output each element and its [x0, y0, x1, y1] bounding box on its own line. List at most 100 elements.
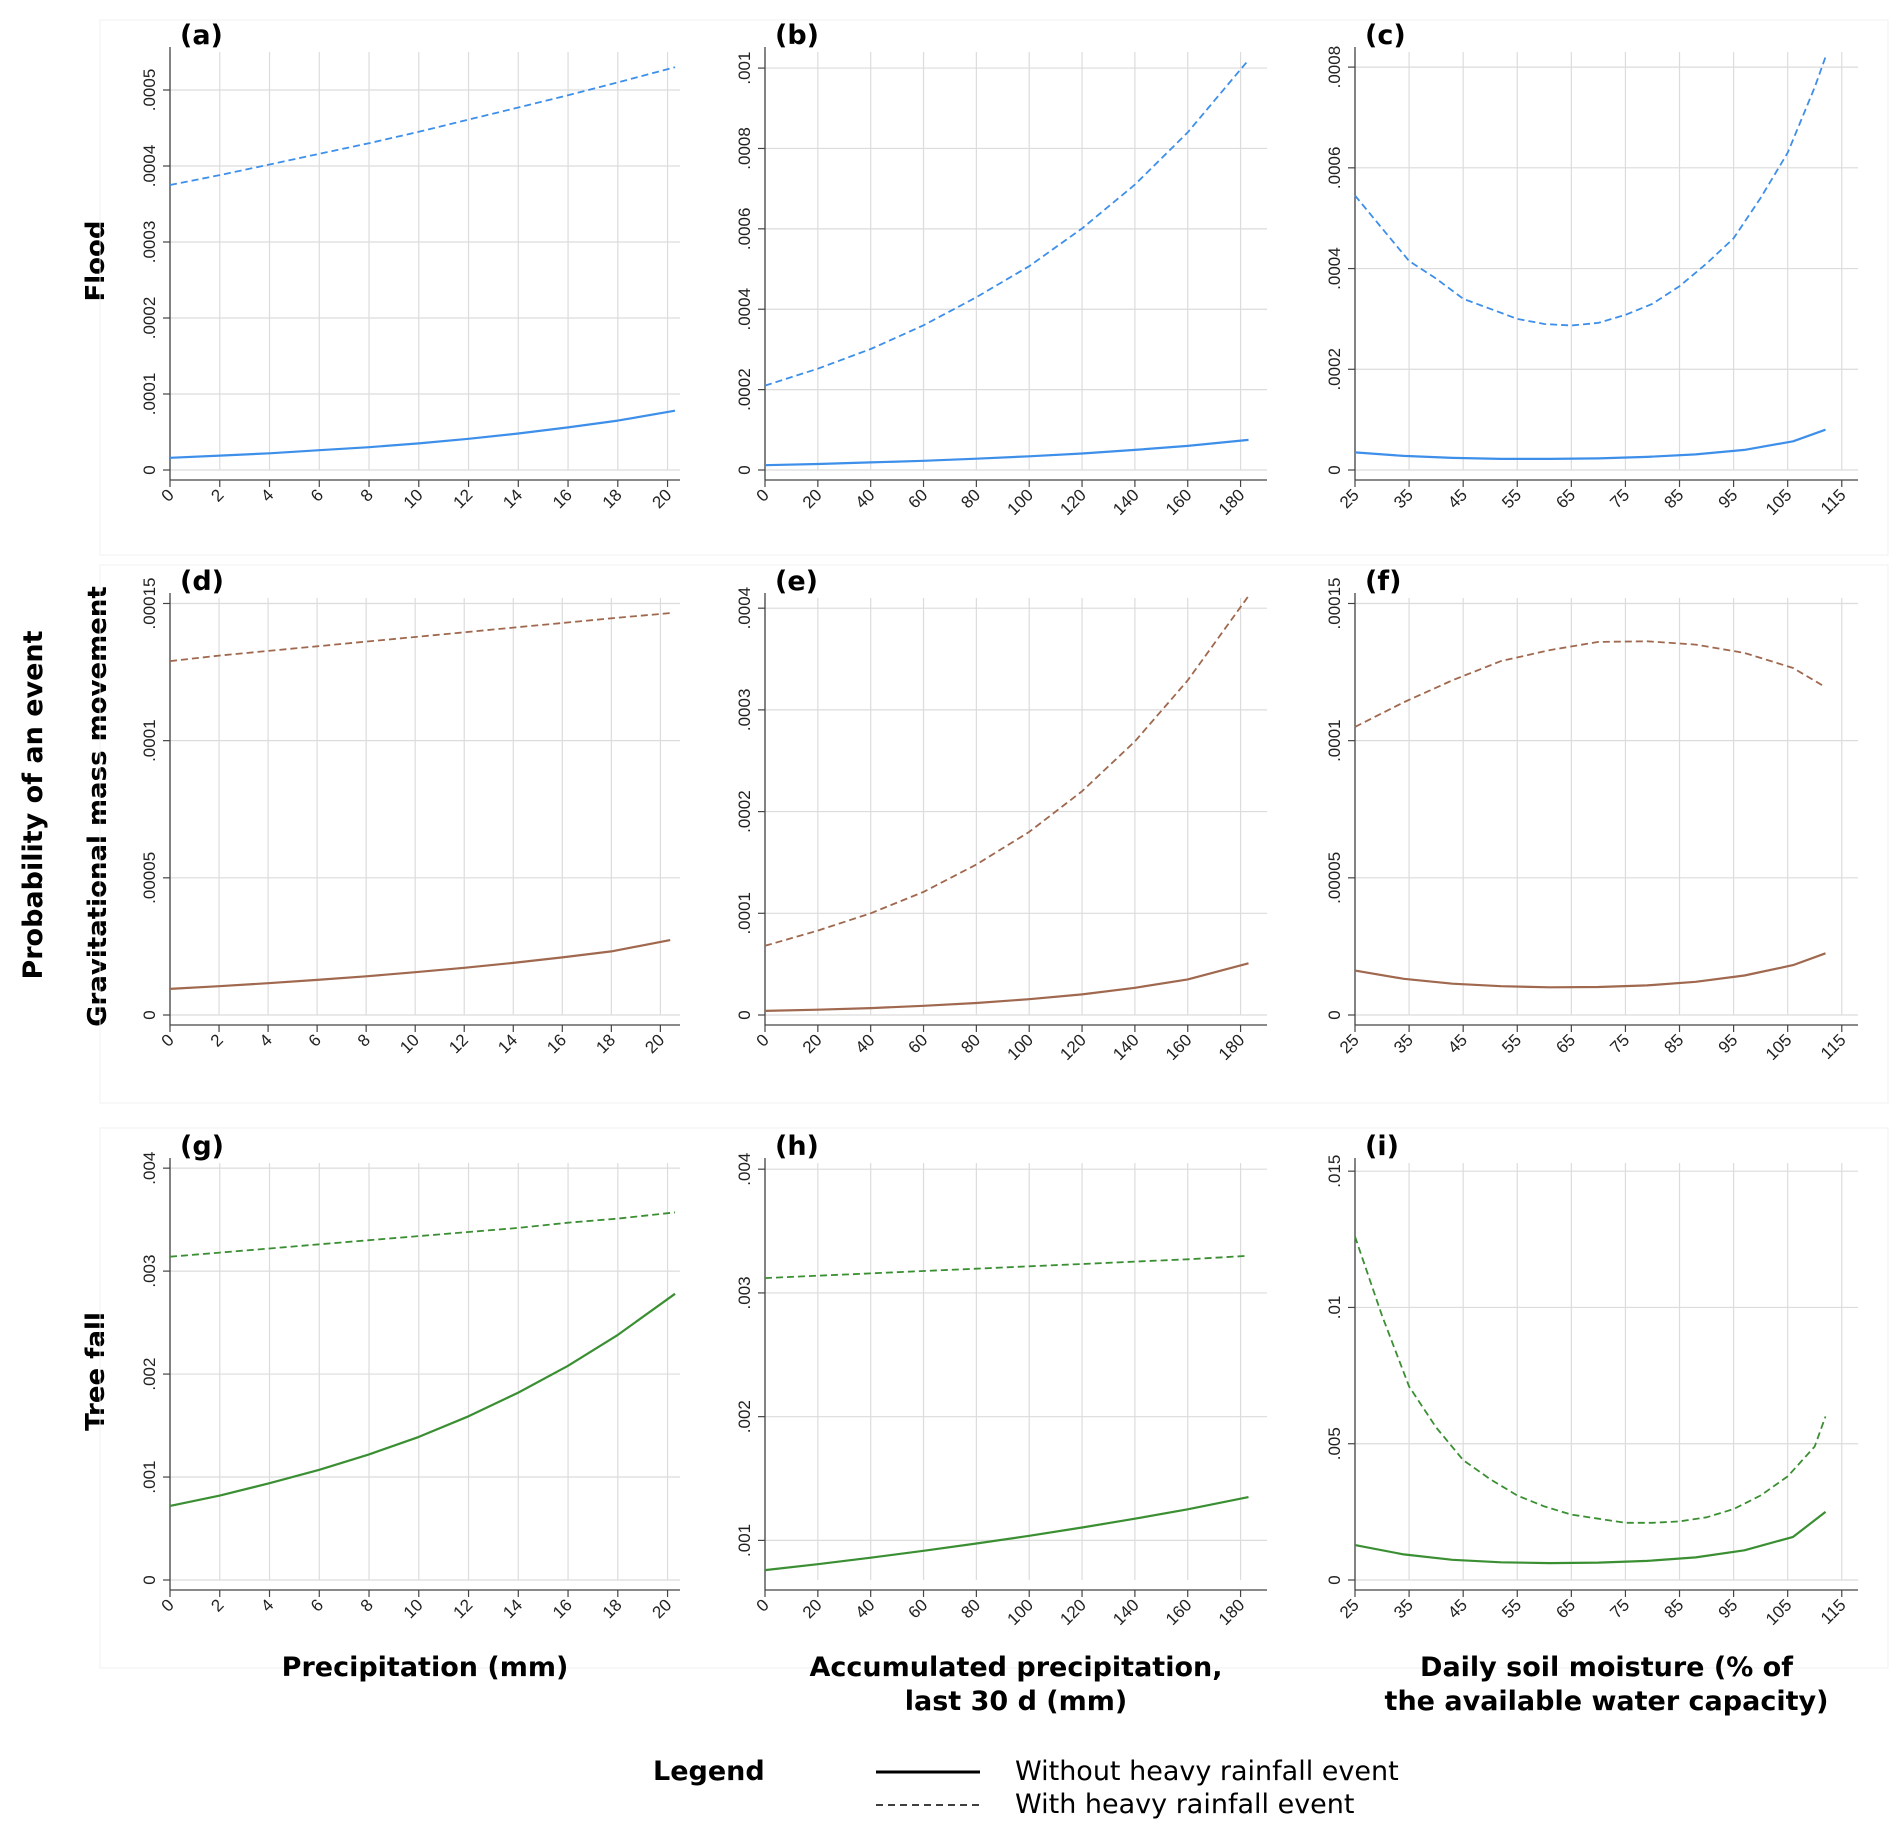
x-tick-label: 25 — [1336, 1030, 1363, 1057]
panel-a: (a) 0 2 4 6 8 10 12 14 16 18 20 0 .0001 .0002 .0003 .000… — [140, 20, 680, 512]
series-line-without-heavy-rainfall — [169, 1292, 676, 1507]
x-tick-label: 6 — [305, 1030, 325, 1050]
x-tick-label: 35 — [1390, 1595, 1417, 1622]
y-tick-label: .01 — [1325, 1296, 1344, 1320]
panel-h: (h) 0 20 40 60 80 100 120 140 160 180 .001 .002 .003.… — [735, 1131, 1267, 1629]
x-tick-label: 75 — [1606, 1030, 1633, 1057]
x-tick-label: 65 — [1552, 1030, 1579, 1057]
panel-b: (b) 0 20 40 60 80 100 120 140 160 180 0 .0002 .0004 .0… — [735, 20, 1267, 519]
x-tick-label: 0 — [158, 1030, 178, 1050]
y-tick-label: 0 — [735, 1010, 754, 1019]
x-tick-label: 20 — [799, 485, 826, 512]
series-line-without-heavy-rainfall — [764, 1496, 1249, 1572]
x-tick-label: 180 — [1215, 1595, 1248, 1628]
y-tick-label: .00015 — [1325, 577, 1344, 629]
x-tick-label: 85 — [1661, 1595, 1688, 1622]
panel-label-d: (d) — [180, 566, 224, 597]
y-tick-label: .0004 — [735, 587, 754, 630]
y-tick-label: .0008 — [735, 127, 754, 170]
y-tick-label: 0 — [1325, 1010, 1344, 1019]
x-tick-label: 20 — [799, 1595, 826, 1622]
x-tick-label: 105 — [1762, 1030, 1795, 1063]
y-tick-label: .001 — [735, 1524, 754, 1557]
y-tick-label: .0004 — [140, 145, 159, 188]
x-tick-label: 8 — [357, 485, 377, 505]
series-line-with-heavy-rainfall — [1354, 1236, 1827, 1524]
legend-item-without-heavy-rainfall: Without heavy rainfall event — [1015, 1756, 1399, 1787]
x-tick-label: 95 — [1715, 1030, 1742, 1057]
x-tick-label: 75 — [1606, 485, 1633, 512]
x-axis-title-2: the available water capacity) — [1385, 1686, 1829, 1717]
x-tick-label: 4 — [257, 1595, 277, 1615]
y-tick-label: 0 — [1325, 465, 1344, 474]
x-tick-label: 60 — [905, 485, 932, 512]
x-tick-label: 14 — [499, 485, 526, 512]
x-tick-label: 2 — [207, 485, 227, 505]
row-frame-1 — [99, 564, 1889, 1104]
y-tick-label: .0006 — [1325, 147, 1344, 190]
x-tick-label: 12 — [450, 485, 477, 512]
x-tick-label: 65 — [1552, 1595, 1579, 1622]
series-line-with-heavy-rainfall — [169, 1211, 676, 1258]
x-tick-label: 40 — [852, 1595, 879, 1622]
y-tick-label: .0008 — [1325, 46, 1344, 89]
x-tick-label: 115 — [1817, 1030, 1850, 1063]
x-tick-label: 14 — [494, 1030, 521, 1057]
x-tick-label: 80 — [957, 1030, 984, 1057]
panels: (a)0 2 4 6 8 10 12 14 16 18 200.0001.0002.0003.000… — [99, 19, 1889, 1669]
x-tick-label: 25 — [1336, 1595, 1363, 1622]
x-tick-label: 55 — [1498, 1030, 1525, 1057]
x-tick-label: 6 — [307, 485, 327, 505]
x-tick-label: 25 — [1336, 485, 1363, 512]
x-tick-label: 35 — [1390, 1030, 1417, 1057]
x-tick-label: 95 — [1715, 1595, 1742, 1622]
y-tick-label: .002 — [735, 1400, 754, 1433]
y-tick-label: .0003 — [140, 221, 159, 264]
x-tick-label: 0 — [158, 485, 178, 505]
y-tick-label: .0001 — [140, 719, 159, 762]
x-tick-label: 10 — [400, 1595, 427, 1622]
series-line-without-heavy-rainfall — [1354, 1511, 1827, 1565]
row-frame-0 — [99, 19, 1889, 556]
x-tick-label: 20 — [799, 1030, 826, 1057]
x-tick-label: 8 — [354, 1030, 374, 1050]
panel-label-c: (c) — [1365, 20, 1406, 51]
series-line-without-heavy-rainfall — [169, 939, 671, 990]
x-tick-label: 120 — [1056, 485, 1089, 518]
row-label-2: Tree fall — [81, 1312, 111, 1431]
y-tick-label: .00005 — [140, 852, 159, 904]
panel-label-a: (a) — [180, 20, 223, 51]
x-tick-label: 55 — [1498, 485, 1525, 512]
y-tick-label: .0001 — [1325, 719, 1344, 762]
series-line-with-heavy-rainfall — [764, 59, 1250, 387]
x-tick-label: 95 — [1715, 485, 1742, 512]
legend-title: Legend — [653, 1756, 765, 1787]
y-tick-label: 0 — [1325, 1575, 1344, 1584]
x-tick-label: 180 — [1215, 485, 1248, 518]
y-tick-label: .001 — [735, 52, 754, 85]
row-label-0: Flood — [81, 220, 111, 301]
y-tick-label: .003 — [735, 1276, 754, 1309]
x-tick-label: 100 — [1004, 1595, 1037, 1628]
x-axis-titles: Precipitation (mm) Accumulated precipitat… — [282, 1652, 1829, 1717]
y-tick-label: .0003 — [735, 689, 754, 732]
x-tick-label: 20 — [649, 1595, 676, 1622]
x-tick-label: 140 — [1109, 1595, 1142, 1628]
y-tick-label: .0005 — [140, 69, 159, 112]
x-tick-label: 160 — [1162, 485, 1195, 518]
y-tick-label: .001 — [140, 1460, 159, 1493]
x-tick-label: 40 — [852, 1030, 879, 1057]
x-axis-title-2: Daily soil moisture (% of — [1420, 1652, 1793, 1683]
panel-e: (e) 0 20 40 60 80 100 120 140 160 180 0 .0001 .0002 .0… — [735, 566, 1267, 1064]
x-tick-label: 12 — [450, 1595, 477, 1622]
x-tick-label: 8 — [357, 1595, 377, 1615]
series-line-without-heavy-rainfall — [1354, 952, 1826, 989]
x-tick-label: 16 — [543, 1030, 570, 1057]
y-tick-label: .015 — [1325, 1155, 1344, 1188]
x-tick-label: 0 — [753, 1595, 773, 1615]
y-tick-label: 0 — [140, 1575, 159, 1584]
x-tick-label: 0 — [158, 1595, 178, 1615]
panel-label-b: (b) — [775, 20, 819, 51]
y-tick-label: .0001 — [735, 892, 754, 935]
x-tick-label: 16 — [549, 1595, 576, 1622]
